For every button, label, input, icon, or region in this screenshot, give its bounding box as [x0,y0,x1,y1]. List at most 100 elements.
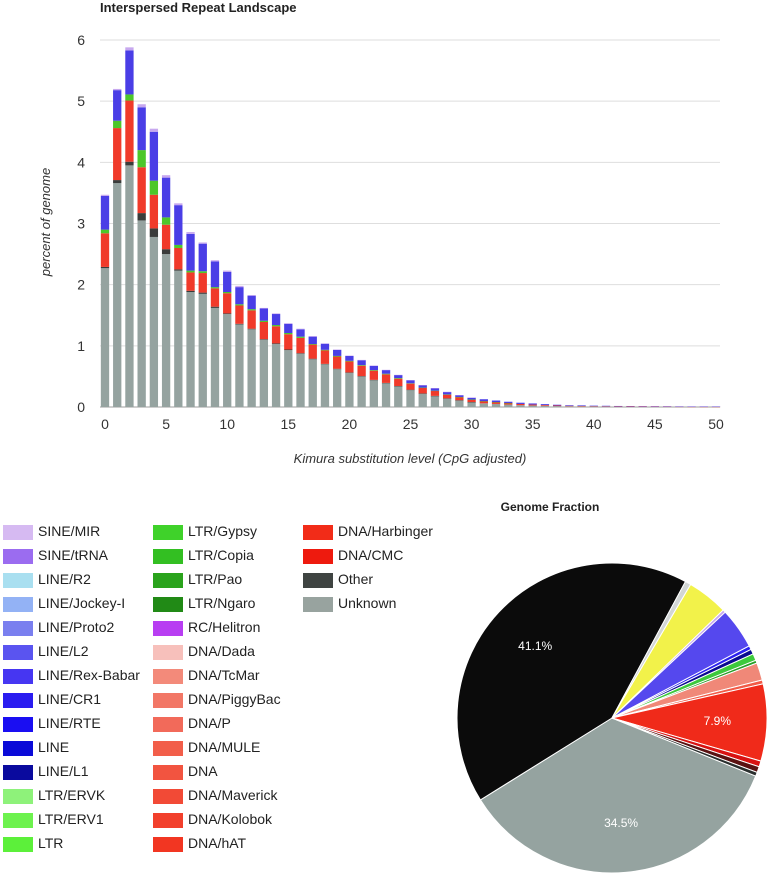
bar-segment [247,310,256,329]
pie-slice [611,583,724,719]
bar-segment [516,402,525,404]
bar-segment [430,395,440,407]
bar-segment [271,314,281,326]
stacked-bars [100,47,721,408]
x-tick-label: 25 [403,416,419,432]
bar-segment [100,268,110,407]
x-tick-labels: 0 5 10 15 20 25 30 35 40 45 50 [101,416,724,432]
x-tick-label: 10 [219,416,235,432]
bar-segment [394,386,403,407]
legend-swatch [3,693,33,708]
bar-segment [296,337,305,354]
bar-segment [235,305,244,324]
bar-segment [125,100,134,162]
pie-slice [611,580,692,719]
pie-slice-label: 41.1% [518,639,552,653]
bar-segment [186,233,195,271]
x-tick-label: 30 [464,416,480,432]
y-tick-label: 2 [77,277,85,293]
bar-segment [528,404,537,406]
bar-segment [198,271,207,274]
pie-slice [611,717,760,774]
bar-segment [540,404,550,406]
bar-segment [174,205,183,245]
legend-swatch [3,789,33,804]
bar-segment [223,292,232,294]
bar-segment [198,243,207,272]
bar-segment [320,343,330,350]
bar-segment [504,404,513,407]
legend-label: DNA/MULE [188,739,261,755]
bar-segment [308,336,317,344]
pie-slice [611,717,762,768]
bar-segment [528,405,537,407]
y-tick-label: 1 [77,338,85,354]
bar-segment [149,236,159,407]
legend-swatch [3,813,33,828]
bar-segment [223,271,232,293]
bar-segment [186,232,195,234]
bar-segment [357,365,366,366]
bar-segment [210,261,220,288]
bar-segment [320,350,330,364]
legend-swatch [3,549,33,564]
bar-segment [381,370,391,374]
legend-label: LINE/R2 [38,571,91,587]
bar-segment [333,356,342,369]
bar-segment [381,383,391,407]
y-tick-label: 6 [77,32,85,48]
legend-swatch [3,525,33,540]
bar-segment [430,388,440,391]
legend-label: LINE [38,739,70,755]
bar-segment [186,272,195,291]
legend-label: LTR/Ngaro [188,595,256,611]
legend-label: DNA/Maverick [188,787,278,803]
bar-segment [394,375,403,379]
bar-segment [113,180,122,184]
bar-segment [161,249,171,255]
bar-segment [467,397,476,400]
bar-segment [333,355,342,357]
bar-segment [149,228,159,237]
x-tick-label: 20 [342,416,358,432]
y-axis-label: percent of genome [38,168,53,277]
bar-segment [528,403,537,405]
bar-segment [161,254,171,407]
bar-segment [455,400,464,407]
bar-segment [479,399,488,402]
bar-segment [369,365,378,371]
bar-segment [100,266,110,269]
pie-slice [611,645,752,719]
x-tick-label: 5 [162,416,170,432]
bar-segment [259,321,269,340]
bar-segment [198,292,207,294]
y-tick-labels: 0 1 2 3 4 5 6 [77,32,85,415]
bar-segment [161,224,171,250]
x-tick-label: 0 [101,416,109,432]
legend-swatch [153,645,183,660]
bar-segment [271,326,281,344]
legend-label: SINE/tRNA [38,547,109,563]
legend-swatch [153,789,183,804]
legend-swatch [3,645,33,660]
bar-segment [516,403,525,406]
bar-segment [381,374,391,383]
bar-segment [333,349,342,356]
bar-segment [308,358,317,360]
bar-segment [113,128,122,181]
pie-slice-label: 34.5% [604,816,638,830]
bar-segment [491,400,501,403]
bar-segment [161,177,171,218]
legend-label: LINE/Rex-Babar [38,667,140,683]
legend-swatch [303,525,333,540]
bar-segment [345,355,354,361]
bar-segment [174,244,183,248]
bar-segment [271,325,281,327]
legend-label: RC/Helitron [188,619,261,635]
pie-slice [479,717,757,874]
pie-labels: 34.5% 41.1% 7.9% [518,639,731,830]
bar-segment [565,406,574,407]
bar-segment [198,293,207,407]
bar-segment [113,120,122,129]
bar-segment [467,402,476,407]
